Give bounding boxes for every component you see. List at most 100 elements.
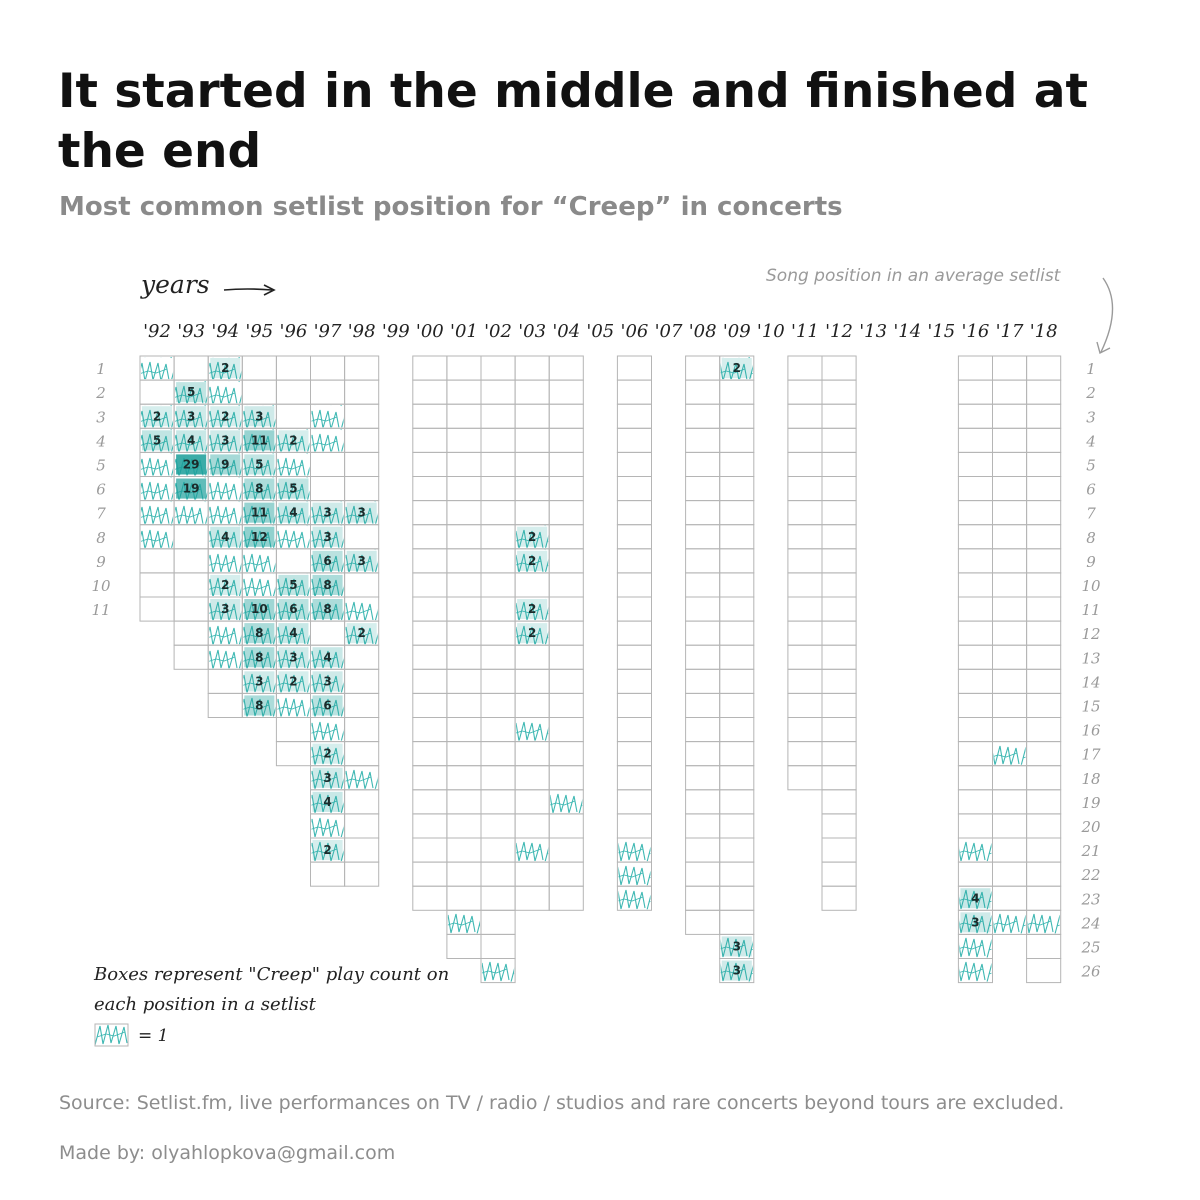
grid-cell (957, 355, 994, 381)
y-axis-title: Song position in an average setlist (766, 266, 1061, 286)
play-count-label: 12 (251, 530, 268, 544)
play-cell-intensity (312, 599, 343, 620)
grid-cell (412, 427, 448, 453)
year-tick-label: '99 (382, 321, 410, 342)
grid-cell (1026, 620, 1062, 646)
play-cell-intensity (176, 478, 207, 499)
play-cell (311, 670, 344, 693)
grid-cell (446, 765, 482, 791)
grid-cell (992, 620, 1028, 646)
grid-cell (616, 500, 653, 526)
play-count-label: 4 (289, 506, 297, 520)
grid-cell (548, 572, 584, 598)
grid-cell (548, 765, 584, 791)
grid-cell (412, 692, 448, 719)
grid-cell (719, 813, 755, 839)
grid-cell (685, 861, 721, 887)
play-cell (277, 453, 310, 476)
grid-cell (685, 692, 721, 719)
grid-cell (616, 620, 653, 646)
position-tick-label-right: 3 (1086, 408, 1096, 426)
grid-cell (992, 524, 1028, 550)
grid-cell (992, 451, 1028, 477)
play-cell (311, 718, 344, 741)
play-cell (243, 598, 276, 621)
grid-cell (412, 355, 448, 381)
grid-cell (344, 524, 380, 550)
play-cell-intensity (244, 623, 275, 644)
grid-cell (548, 476, 584, 502)
grid-cell (480, 885, 516, 911)
grid-cell (685, 572, 721, 598)
grid-cell (957, 717, 994, 743)
play-cell (209, 477, 242, 500)
grid-cell (719, 620, 755, 646)
grid-cell (514, 668, 550, 694)
grid-cell (344, 572, 380, 598)
play-count-label: 5 (289, 578, 297, 592)
grid-cell (446, 644, 482, 670)
grid-cell (719, 427, 755, 453)
year-tick-label: '08 (689, 321, 717, 342)
play-cell-intensity (346, 502, 377, 523)
grid-cell (616, 427, 653, 453)
play-cell-intensity (517, 599, 548, 620)
grid-cell (787, 572, 823, 598)
position-tick-label-right: 9 (1086, 553, 1096, 571)
grid-cell (548, 355, 584, 381)
grid-cell (616, 717, 653, 743)
play-cell-intensity (278, 502, 309, 523)
grid-cell (548, 427, 584, 453)
play-cell (959, 935, 992, 958)
grid-cell (685, 548, 721, 574)
play-cell (345, 549, 378, 572)
grid-cell (480, 403, 516, 429)
grid-cell (992, 379, 1028, 405)
grid-cell (992, 692, 1028, 719)
play-count-label: 4 (323, 650, 331, 664)
grid-cell (992, 885, 1028, 911)
play-count-label: 2 (289, 433, 297, 447)
grid-cell (412, 717, 448, 743)
play-cell-intensity (210, 526, 241, 547)
year-tick-label: '16 (962, 321, 990, 342)
play-count-label: 2 (528, 554, 536, 568)
grid-cell (412, 861, 448, 887)
play-cell-intensity (517, 623, 548, 644)
grid-cell (821, 451, 857, 477)
play-cell (141, 501, 174, 524)
grid-cell (480, 933, 516, 960)
position-tick-label-left: 8 (96, 529, 106, 547)
play-cell (516, 549, 549, 572)
year-tick-label: '12 (825, 321, 853, 342)
grid-cell (412, 765, 448, 791)
play-count-label: 11 (251, 506, 268, 520)
grid-cell (787, 427, 823, 453)
grid-cell (344, 427, 380, 453)
legend-equals: = 1 (138, 1026, 169, 1046)
grid-cell (957, 813, 994, 839)
play-cell (959, 959, 992, 982)
grid-cell (480, 427, 516, 453)
grid-cell (787, 500, 823, 526)
grid-cell (616, 451, 653, 477)
play-cell (243, 429, 276, 452)
grid-cell (344, 813, 380, 839)
grid-cell (412, 451, 448, 477)
play-cell-intensity (278, 671, 309, 692)
grid-cell (548, 885, 584, 911)
grid-cell (787, 741, 823, 767)
grid-cell (310, 355, 346, 381)
grid-cell (1026, 451, 1062, 477)
play-count-label: 3 (323, 506, 331, 520)
grid-cell (446, 933, 482, 960)
year-tick-label: '03 (518, 321, 546, 342)
play-cell (141, 453, 174, 476)
grid-cell (412, 500, 448, 526)
position-tick-label-right: 26 (1080, 963, 1101, 981)
play-cell (516, 718, 549, 741)
grid-cell (344, 692, 380, 719)
play-cell (209, 573, 242, 596)
play-cell-intensity (278, 430, 309, 451)
year-tick-label: '94 (211, 321, 239, 342)
